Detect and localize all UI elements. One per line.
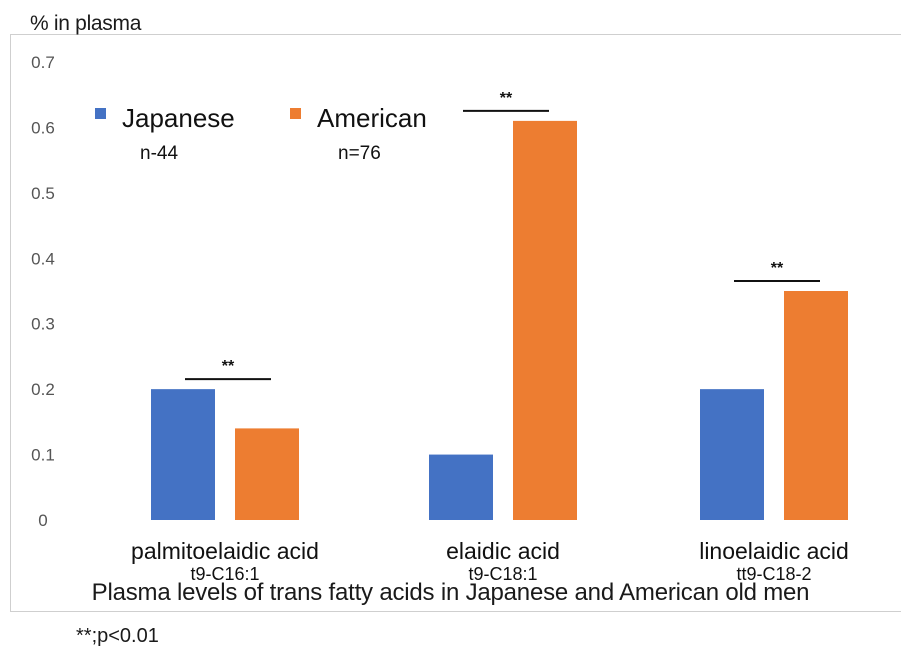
legend-swatch-japanese <box>95 108 106 119</box>
y-tick-label: 0.5 <box>31 184 55 203</box>
significance-marker: ** <box>500 90 513 107</box>
legend-label-japanese: Japanese <box>122 103 235 133</box>
y-tick-label: 0.2 <box>31 380 55 399</box>
x-category-sublabel: t9-C16:1 <box>190 564 259 584</box>
bar-american-2 <box>513 120 577 520</box>
y-tick-label: 0.3 <box>31 315 55 334</box>
chart-title: Plasma levels of trans fatty acids in Ja… <box>91 579 810 606</box>
y-tick-label: 0.6 <box>31 118 55 137</box>
significance-marker: ** <box>771 260 784 277</box>
x-category-sublabel: tt9-C18-2 <box>736 564 811 584</box>
x-category-sublabel: t9-C18:1 <box>468 564 537 584</box>
bar-american-3 <box>784 291 848 520</box>
x-category-label: palmitoelaidic acid <box>131 538 319 564</box>
significance-marker: ** <box>222 358 235 375</box>
y-tick-label: 0.4 <box>31 249 55 268</box>
significance-footnote: **;p<0.01 <box>76 625 159 647</box>
legend-label-american: American <box>317 103 427 133</box>
y-tick-label: 0 <box>38 511 47 530</box>
bar-japanese-3 <box>700 389 764 520</box>
bar-japanese-1 <box>151 389 215 520</box>
bar-american-1 <box>235 428 299 520</box>
x-category-label: elaidic acid <box>446 538 560 564</box>
legend-swatch-american <box>290 108 301 119</box>
x-category-label: linoelaidic acid <box>699 538 849 564</box>
y-axis-label: % in plasma <box>30 12 142 35</box>
y-tick-label: 0.1 <box>31 446 55 465</box>
legend-note-japanese: n-44 <box>140 143 178 164</box>
legend-note-american: n=76 <box>338 143 381 164</box>
chart-border <box>10 34 901 612</box>
bar-japanese-2 <box>429 454 493 520</box>
y-tick-label: 0.7 <box>31 53 55 72</box>
